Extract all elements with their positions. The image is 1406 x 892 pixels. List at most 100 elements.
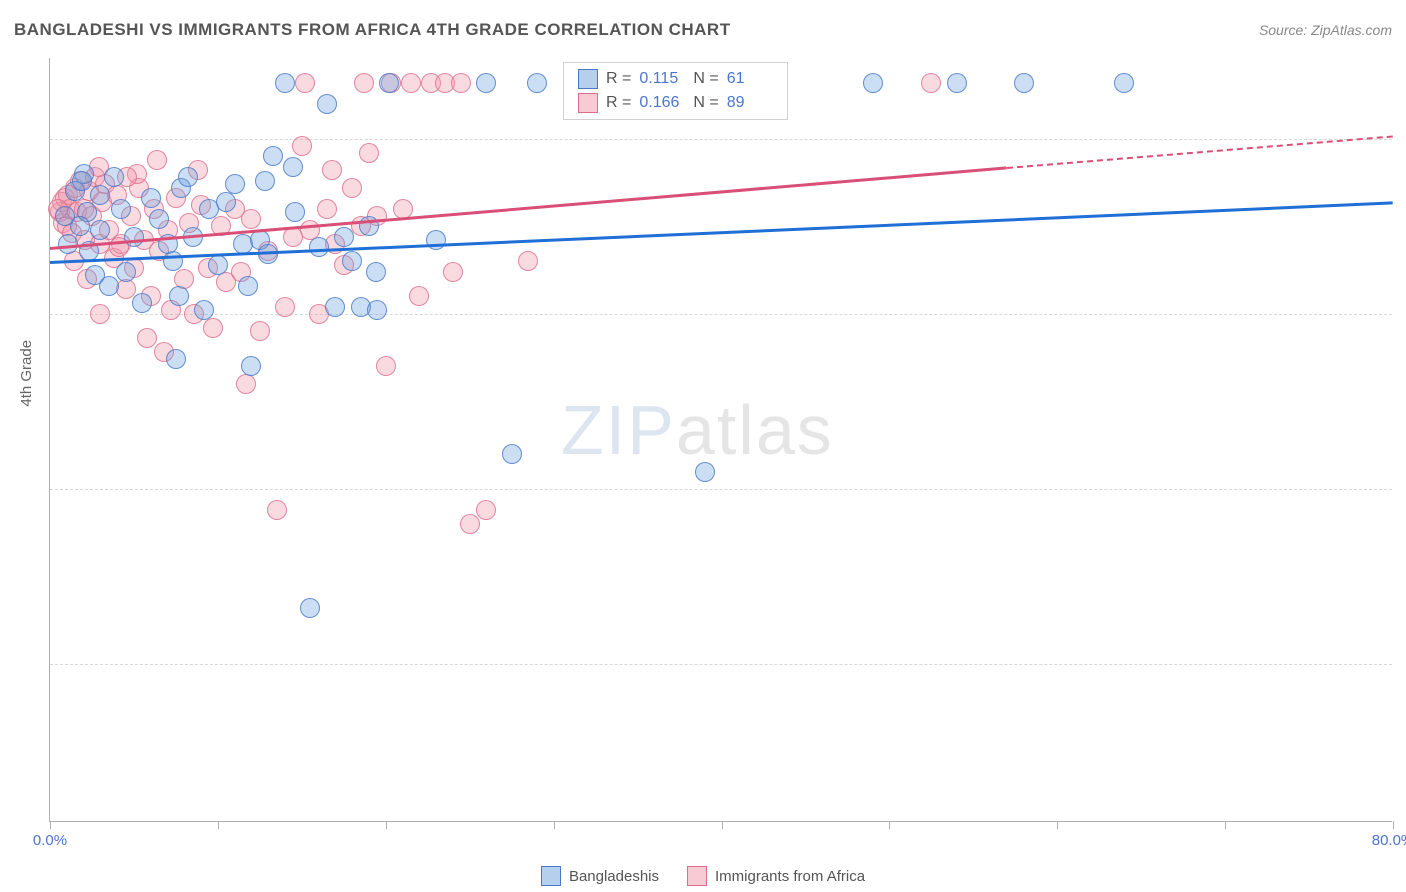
x-tick-label: 80.0% xyxy=(1372,832,1406,849)
scatter-point xyxy=(238,276,258,296)
legend-label: Immigrants from Africa xyxy=(715,868,865,885)
scatter-point xyxy=(863,73,883,93)
scatter-point xyxy=(295,73,315,93)
scatter-point xyxy=(166,349,186,369)
y-tick-label: 85.0% xyxy=(1402,656,1406,673)
scatter-point xyxy=(216,192,236,212)
scatter-point xyxy=(236,374,256,394)
scatter-point xyxy=(241,356,261,376)
scatter-point xyxy=(451,73,471,93)
y-tick-label: 90.0% xyxy=(1402,481,1406,498)
scatter-point xyxy=(518,251,538,271)
x-tick xyxy=(1057,821,1058,829)
grid-line xyxy=(50,314,1392,315)
scatter-point xyxy=(334,227,354,247)
scatter-point xyxy=(502,444,522,464)
scatter-point xyxy=(376,356,396,376)
watermark-atlas: atlas xyxy=(676,391,834,469)
scatter-point xyxy=(285,202,305,222)
scatter-point xyxy=(695,462,715,482)
scatter-point xyxy=(309,237,329,257)
scatter-point xyxy=(85,265,105,285)
legend-row: R = 0.166 N = 89 xyxy=(564,91,787,115)
legend-swatch xyxy=(687,866,707,886)
legend-r-value: 0.166 xyxy=(639,94,685,112)
scatter-point xyxy=(263,146,283,166)
scatter-point xyxy=(169,286,189,306)
scatter-point xyxy=(283,157,303,177)
scatter-point xyxy=(116,279,136,299)
y-axis-title: 4th Grade xyxy=(18,340,35,407)
legend-n-value: 61 xyxy=(727,70,773,88)
scatter-point xyxy=(267,500,287,520)
legend-r-label: R = xyxy=(606,94,631,112)
scatter-point xyxy=(90,185,110,205)
x-tick xyxy=(386,821,387,829)
scatter-point xyxy=(317,94,337,114)
scatter-point xyxy=(366,262,386,282)
grid-line xyxy=(50,489,1392,490)
scatter-point xyxy=(460,514,480,534)
grid-line xyxy=(50,664,1392,665)
legend-swatch xyxy=(578,69,598,89)
scatter-point xyxy=(124,227,144,247)
scatter-point xyxy=(194,300,214,320)
watermark: ZIPatlas xyxy=(561,390,834,470)
scatter-point xyxy=(141,188,161,208)
scatter-point xyxy=(90,220,110,240)
scatter-point xyxy=(354,73,374,93)
scatter-point xyxy=(379,73,399,93)
y-tick-label: 100.0% xyxy=(1402,130,1406,147)
scatter-point xyxy=(137,328,157,348)
scatter-point xyxy=(132,293,152,313)
scatter-point xyxy=(342,178,362,198)
scatter-point xyxy=(476,500,496,520)
scatter-point xyxy=(208,255,228,275)
scatter-point xyxy=(342,251,362,271)
legend-n-label: N = xyxy=(693,94,718,112)
scatter-point xyxy=(258,244,278,264)
scatter-point xyxy=(203,318,223,338)
x-tick xyxy=(889,821,890,829)
scatter-point xyxy=(241,209,261,229)
plot-area: ZIPatlas R =0.115N =61R =0.166N =89 85.0… xyxy=(49,58,1392,822)
legend-n-value: 89 xyxy=(727,94,773,112)
correlation-legend: R =0.115N =61R =0.166N =89 xyxy=(563,62,788,120)
chart-source: Source: ZipAtlas.com xyxy=(1259,22,1392,38)
scatter-point xyxy=(55,206,75,226)
scatter-point xyxy=(111,199,131,219)
scatter-point xyxy=(178,167,198,187)
scatter-point xyxy=(367,300,387,320)
legend-swatch xyxy=(578,93,598,113)
legend-row: R =0.115N =61 xyxy=(564,67,787,91)
x-tick xyxy=(722,821,723,829)
y-tick-label: 95.0% xyxy=(1402,305,1406,322)
x-tick xyxy=(1393,821,1394,829)
legend-swatch xyxy=(541,866,561,886)
scatter-point xyxy=(426,230,446,250)
scatter-point xyxy=(1114,73,1134,93)
scatter-point xyxy=(947,73,967,93)
scatter-point xyxy=(443,262,463,282)
scatter-point xyxy=(104,167,124,187)
scatter-point xyxy=(275,73,295,93)
scatter-point xyxy=(317,199,337,219)
scatter-point xyxy=(116,262,136,282)
grid-line xyxy=(50,139,1392,140)
scatter-point xyxy=(1014,73,1034,93)
scatter-point xyxy=(476,73,496,93)
chart-title: BANGLADESHI VS IMMIGRANTS FROM AFRICA 4T… xyxy=(14,20,731,40)
x-tick xyxy=(50,821,51,829)
scatter-point xyxy=(250,321,270,341)
scatter-point xyxy=(325,297,345,317)
scatter-point xyxy=(58,234,78,254)
scatter-point xyxy=(275,297,295,317)
chart-header: BANGLADESHI VS IMMIGRANTS FROM AFRICA 4T… xyxy=(14,20,1392,40)
x-tick-label: 0.0% xyxy=(33,832,67,849)
scatter-point xyxy=(401,73,421,93)
watermark-zip: ZIP xyxy=(561,391,676,469)
legend-r-label: R = xyxy=(606,70,631,88)
legend-label: Bangladeshis xyxy=(569,868,659,885)
scatter-point xyxy=(147,150,167,170)
scatter-point xyxy=(72,171,92,191)
